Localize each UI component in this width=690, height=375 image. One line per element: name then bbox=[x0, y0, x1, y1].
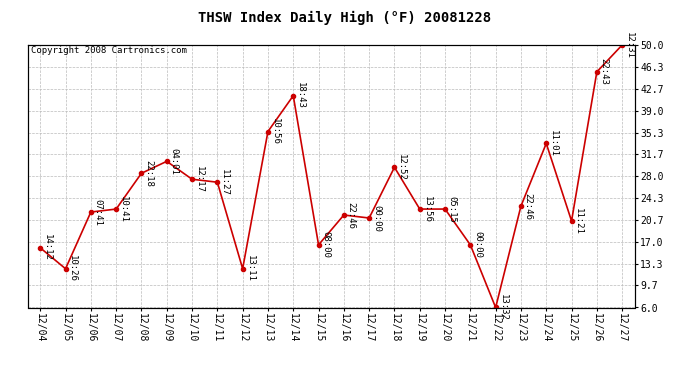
Text: 22:18: 22:18 bbox=[144, 160, 153, 187]
Text: 12:17: 12:17 bbox=[195, 166, 204, 193]
Text: 08:00: 08:00 bbox=[322, 231, 331, 258]
Text: 04:01: 04:01 bbox=[170, 148, 179, 175]
Text: THSW Index Daily High (°F) 20081228: THSW Index Daily High (°F) 20081228 bbox=[199, 11, 491, 26]
Text: 13:56: 13:56 bbox=[422, 196, 431, 222]
Text: 22:46: 22:46 bbox=[346, 202, 355, 228]
Text: 22:46: 22:46 bbox=[524, 193, 533, 219]
Text: 11:21: 11:21 bbox=[574, 207, 583, 234]
Text: Copyright 2008 Cartronics.com: Copyright 2008 Cartronics.com bbox=[30, 46, 186, 56]
Text: 05:15: 05:15 bbox=[448, 196, 457, 222]
Text: 12:52: 12:52 bbox=[397, 154, 406, 181]
Text: 12:31: 12:31 bbox=[625, 32, 634, 58]
Text: 07:41: 07:41 bbox=[94, 199, 103, 225]
Text: 11:01: 11:01 bbox=[549, 130, 558, 157]
Text: 22:43: 22:43 bbox=[600, 58, 609, 85]
Text: 13:11: 13:11 bbox=[246, 255, 255, 282]
Text: 14:12: 14:12 bbox=[43, 234, 52, 261]
Text: 10:41: 10:41 bbox=[119, 196, 128, 222]
Text: 00:00: 00:00 bbox=[473, 231, 482, 258]
Text: 13:32: 13:32 bbox=[498, 294, 507, 321]
Text: 11:27: 11:27 bbox=[220, 169, 229, 196]
Text: 18:43: 18:43 bbox=[296, 82, 305, 109]
Text: 10:26: 10:26 bbox=[68, 255, 77, 282]
Text: 10:56: 10:56 bbox=[270, 118, 279, 145]
Text: 00:00: 00:00 bbox=[372, 205, 381, 231]
